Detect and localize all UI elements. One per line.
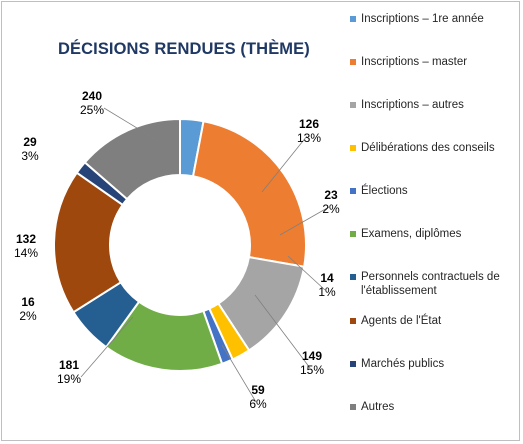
data-label-value-9: 16	[21, 295, 35, 309]
data-label-percent-8: 19%	[57, 372, 81, 386]
legend-label: Élections	[361, 185, 408, 197]
data-label-value-6: 149	[302, 349, 322, 363]
data-label-value-8: 181	[59, 358, 79, 372]
leader-line-4	[279, 206, 330, 236]
legend-swatch	[350, 361, 356, 367]
data-label-percent-6: 15%	[300, 363, 324, 377]
slice-10	[83, 117, 181, 201]
legend-swatch	[350, 274, 356, 280]
legend-label: Inscriptions – 1re année	[361, 13, 484, 25]
legend-label: Personnels contractuels de l'établisseme…	[361, 271, 500, 297]
leader-line-3	[261, 135, 308, 193]
leader-lines	[80, 107, 330, 403]
data-label-value-10: 132	[16, 232, 36, 246]
data-label-percent-7: 6%	[249, 397, 267, 411]
slice-2	[191, 120, 307, 268]
legend-label: Autres	[361, 401, 395, 413]
legend-swatch	[350, 188, 356, 194]
chart-title: DÉCISIONS RENDUES (THÈME)	[58, 40, 310, 58]
data-label-value-7: 59	[251, 383, 265, 397]
legend-swatch	[350, 16, 356, 22]
data-label-value-2: 240	[82, 89, 102, 103]
donut-slices	[53, 117, 307, 372]
data-label-percent-1: 3%	[21, 149, 39, 163]
legend-label: Inscriptions – autres	[361, 99, 464, 111]
legend-label: Agents de l'État	[361, 315, 442, 327]
data-label-value-5: 14	[320, 271, 334, 285]
data-label-percent-3: 13%	[297, 131, 321, 145]
data-label-percent-9: 2%	[19, 309, 37, 323]
leader-line-6	[254, 294, 311, 369]
data-label-percent-2: 25%	[80, 103, 104, 117]
legend-label: Marchés publics	[361, 358, 445, 370]
data-label-value-1: 29	[23, 135, 37, 149]
legend-label: Examens, diplômes	[361, 228, 462, 240]
data-label-percent-10: 14%	[14, 246, 38, 260]
legend-label: Inscriptions – master	[361, 56, 468, 68]
legend-swatch	[350, 318, 356, 324]
data-label-percent-4: 2%	[322, 202, 340, 216]
leader-line-5	[287, 255, 326, 291]
legend-swatch	[350, 404, 356, 410]
data-labels: 293%24025%12613%232%141%14915%596%18119%…	[14, 89, 340, 411]
legend-label: Délibérations des conseils	[361, 142, 495, 154]
legend-swatch	[350, 102, 356, 108]
legend-swatch	[350, 59, 356, 65]
legend-swatch	[350, 145, 356, 151]
legend-swatch	[350, 231, 356, 237]
data-label-percent-5: 1%	[318, 285, 336, 299]
leader-line-8	[80, 316, 134, 378]
leader-line-2	[103, 107, 161, 143]
data-label-value-4: 23	[324, 188, 338, 202]
data-label-value-3: 126	[299, 117, 319, 131]
leader-line-7	[221, 344, 257, 403]
